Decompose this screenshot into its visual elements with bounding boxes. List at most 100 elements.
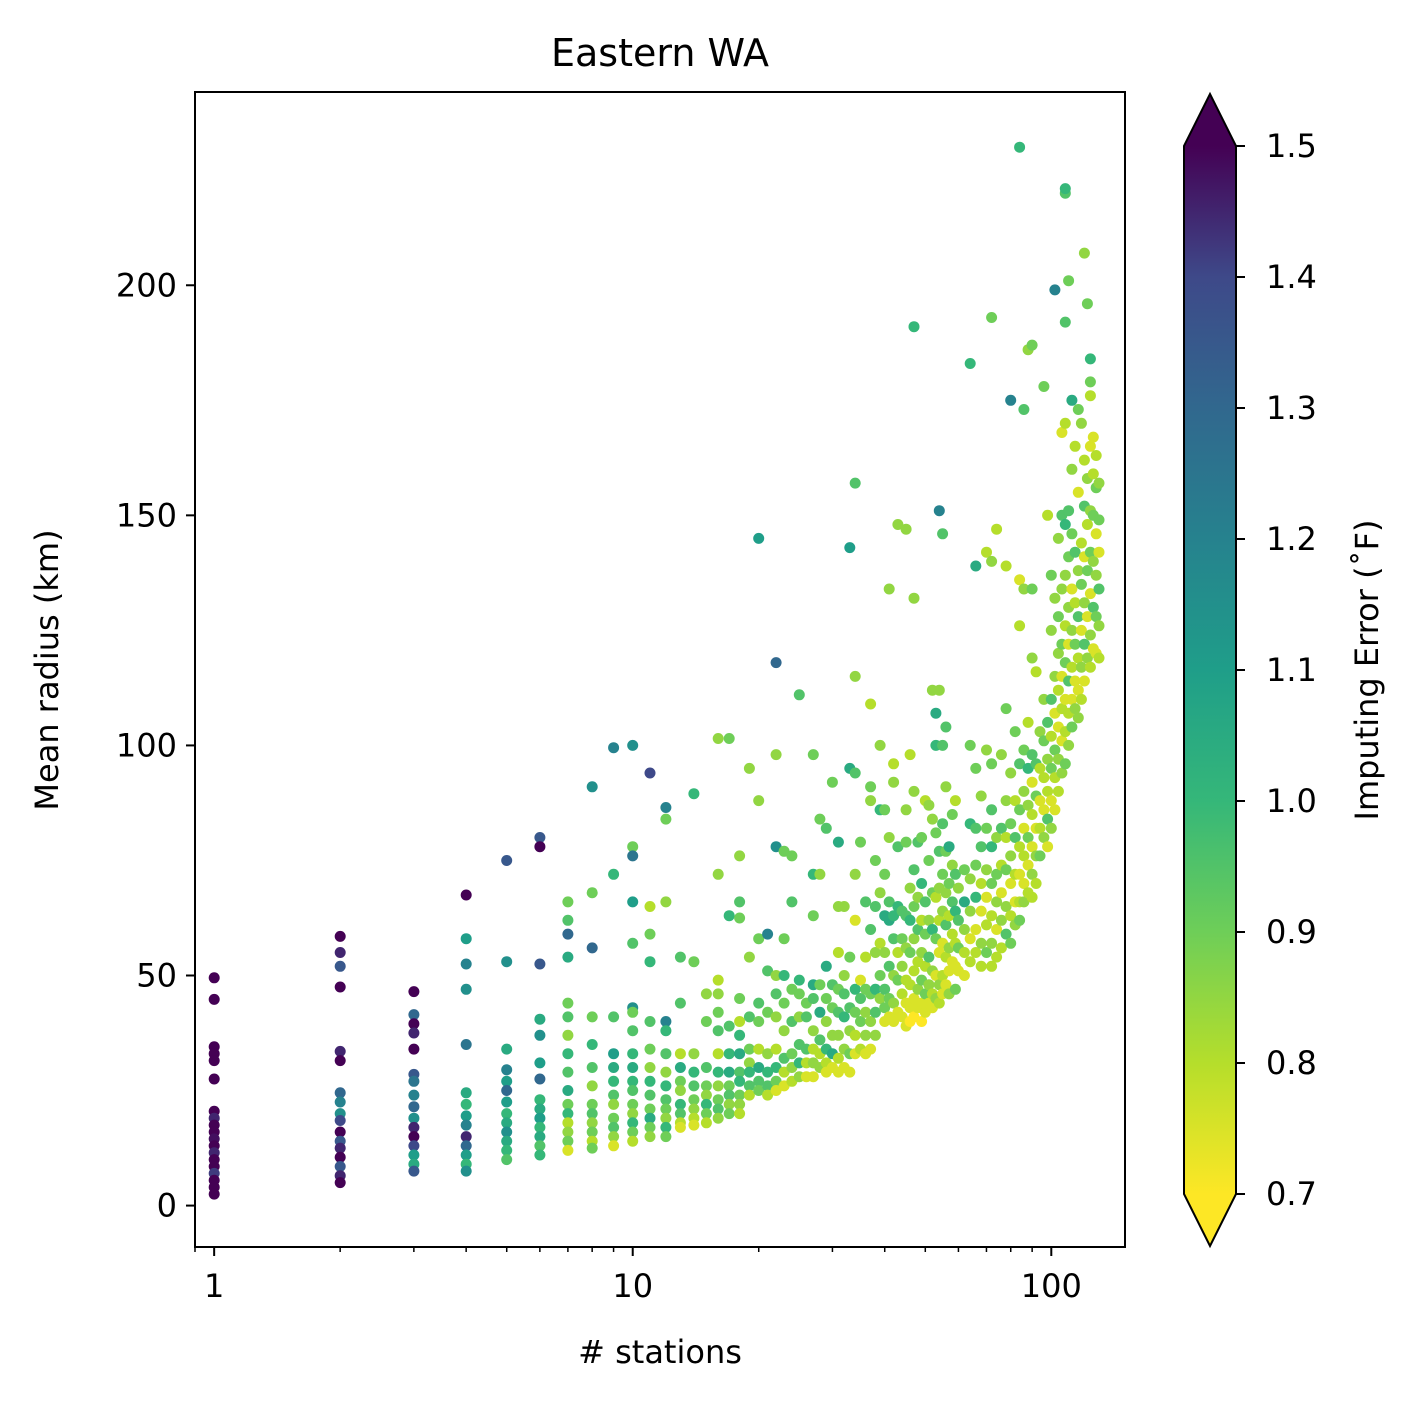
- data-point: [460, 1098, 472, 1110]
- data-point: [627, 841, 639, 853]
- data-point: [937, 868, 949, 880]
- data-point: [753, 1016, 765, 1027]
- data-point: [1049, 284, 1061, 296]
- data-point: [586, 1142, 598, 1154]
- data-point: [1045, 730, 1057, 742]
- data-point: [1078, 247, 1090, 259]
- data-point: [1005, 910, 1017, 922]
- data-point: [1045, 822, 1057, 834]
- data-point: [849, 767, 861, 779]
- colorbar-extend-bottom: [1184, 1194, 1236, 1246]
- data-point: [660, 1016, 672, 1027]
- data-point: [964, 739, 976, 751]
- data-point: [946, 896, 958, 908]
- data-point: [849, 1029, 861, 1041]
- data-point: [608, 1062, 620, 1073]
- data-point: [608, 868, 620, 880]
- data-point: [926, 813, 938, 825]
- data-point: [534, 1103, 546, 1115]
- data-point: [408, 1112, 420, 1124]
- data-point: [743, 762, 755, 774]
- data-point: [1081, 565, 1093, 577]
- data-point: [865, 698, 877, 710]
- data-point: [1022, 762, 1034, 774]
- data-point: [995, 749, 1007, 761]
- data-point: [762, 1066, 774, 1078]
- data-point: [844, 542, 856, 554]
- data-point: [627, 937, 639, 949]
- data-point: [1084, 661, 1096, 673]
- data-point: [700, 988, 712, 1000]
- data-point: [753, 795, 765, 807]
- data-point: [778, 997, 790, 1009]
- data-point: [700, 1080, 712, 1092]
- data-point: [879, 868, 891, 880]
- data-point: [627, 1135, 639, 1147]
- data-point: [1018, 878, 1030, 889]
- data-point: [334, 1177, 346, 1189]
- data-point: [743, 1089, 755, 1101]
- data-point: [408, 1121, 420, 1133]
- data-point: [1093, 477, 1105, 489]
- data-point: [712, 1080, 724, 1092]
- data-point: [838, 988, 850, 1000]
- data-point: [970, 859, 982, 871]
- data-point: [762, 1089, 774, 1101]
- data-point: [860, 951, 872, 963]
- data-point: [1014, 620, 1026, 632]
- data-point: [1087, 468, 1099, 480]
- data-point: [958, 947, 970, 958]
- data-point: [534, 1112, 546, 1124]
- data-point: [608, 1131, 620, 1143]
- data-point: [712, 974, 724, 986]
- data-point: [501, 1126, 513, 1138]
- data-point: [1045, 624, 1057, 636]
- data-point: [964, 905, 976, 917]
- data-point: [1005, 937, 1017, 949]
- data-point: [786, 896, 798, 908]
- data-point: [208, 1188, 220, 1200]
- data-point: [1093, 583, 1105, 595]
- data-point: [627, 739, 639, 751]
- data-point: [644, 956, 656, 968]
- y-tick-label: 0: [157, 1187, 177, 1225]
- data-point: [627, 1006, 639, 1018]
- data-point: [1072, 611, 1084, 623]
- data-point: [1042, 785, 1054, 797]
- data-point: [1052, 532, 1064, 544]
- data-point: [874, 937, 886, 949]
- data-point: [460, 1039, 472, 1050]
- data-point: [1084, 353, 1096, 365]
- data-point: [865, 924, 877, 935]
- data-point: [778, 1025, 790, 1037]
- data-point: [869, 855, 881, 866]
- data-point: [534, 1073, 546, 1085]
- data-point: [1081, 652, 1093, 664]
- data-point: [1069, 440, 1081, 452]
- data-point: [975, 960, 987, 972]
- data-point: [700, 1098, 712, 1110]
- data-point: [981, 744, 992, 756]
- data-point: [660, 1112, 672, 1124]
- data-point: [627, 1048, 639, 1060]
- data-point: [712, 1006, 724, 1018]
- data-point: [1022, 859, 1034, 871]
- data-point: [770, 1062, 782, 1073]
- data-point: [712, 1103, 724, 1115]
- data-point: [712, 868, 724, 880]
- points-layer: [208, 141, 1105, 1200]
- data-point: [674, 1075, 686, 1087]
- data-point: [940, 979, 952, 991]
- data-point: [807, 993, 819, 1004]
- data-point: [883, 960, 895, 972]
- data-point: [408, 1027, 420, 1039]
- data-point: [995, 942, 1007, 954]
- data-point: [786, 850, 798, 862]
- data-point: [849, 983, 861, 995]
- data-point: [743, 951, 755, 963]
- data-point: [334, 1087, 346, 1099]
- colorbar-tick-label: 0.9: [1266, 913, 1317, 951]
- data-point: [712, 1112, 724, 1124]
- data-point: [408, 1149, 420, 1161]
- data-point: [534, 1149, 546, 1161]
